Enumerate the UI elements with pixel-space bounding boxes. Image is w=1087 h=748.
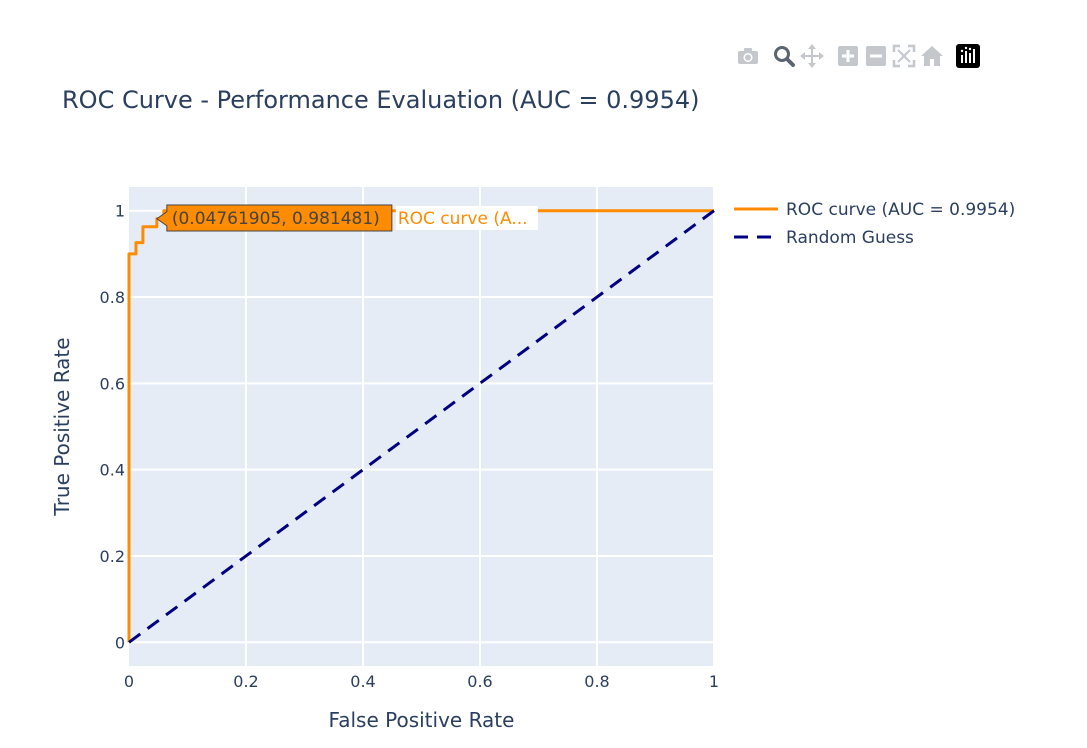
legend-item-random-guess-label: Random Guess	[786, 228, 914, 248]
x-tick-label: 0.4	[350, 672, 375, 691]
legend-item-roc-curve-label: ROC curve (AUC = 0.9954)	[786, 200, 1015, 220]
hover-tooltip-value: (0.04761905, 0.981481)	[172, 209, 380, 229]
x-axis-title: False Positive Rate	[329, 708, 515, 732]
x-tick-label: 1	[709, 672, 719, 691]
plotly-logo-icon[interactable]	[954, 42, 982, 70]
x-tick-label: 0	[124, 672, 134, 691]
pan-icon[interactable]	[798, 42, 826, 70]
y-tick-label: 0.2	[100, 547, 125, 566]
zoom-in-icon[interactable]	[834, 42, 862, 70]
modebar	[734, 42, 982, 70]
hover-series-label: ROC curve (A...	[398, 209, 528, 229]
chart-title: ROC Curve - Performance Evaluation (AUC …	[62, 86, 700, 114]
x-tick-label: 0.6	[467, 672, 492, 691]
zoom-out-icon[interactable]	[862, 42, 890, 70]
y-tick-label: 0.8	[100, 288, 125, 307]
camera-icon[interactable]	[734, 42, 762, 70]
x-tick-label: 0.2	[233, 672, 258, 691]
plot-area	[129, 187, 714, 666]
x-tick-label: 0.8	[584, 672, 609, 691]
hover-series-label-bg	[395, 206, 538, 230]
random-guess-line	[128, 209, 715, 644]
autoscale-icon[interactable]	[890, 42, 918, 70]
y-axis-title: True Positive Rate	[50, 337, 74, 516]
y-tick-label: 1	[115, 202, 125, 221]
y-tick-label: 0.6	[100, 374, 125, 393]
y-tick-label: 0.4	[100, 461, 125, 480]
zoom-icon[interactable]	[770, 42, 798, 70]
hover-tooltip-box	[155, 204, 393, 232]
home-icon[interactable]	[918, 42, 946, 70]
y-tick-label: 0	[115, 633, 125, 652]
